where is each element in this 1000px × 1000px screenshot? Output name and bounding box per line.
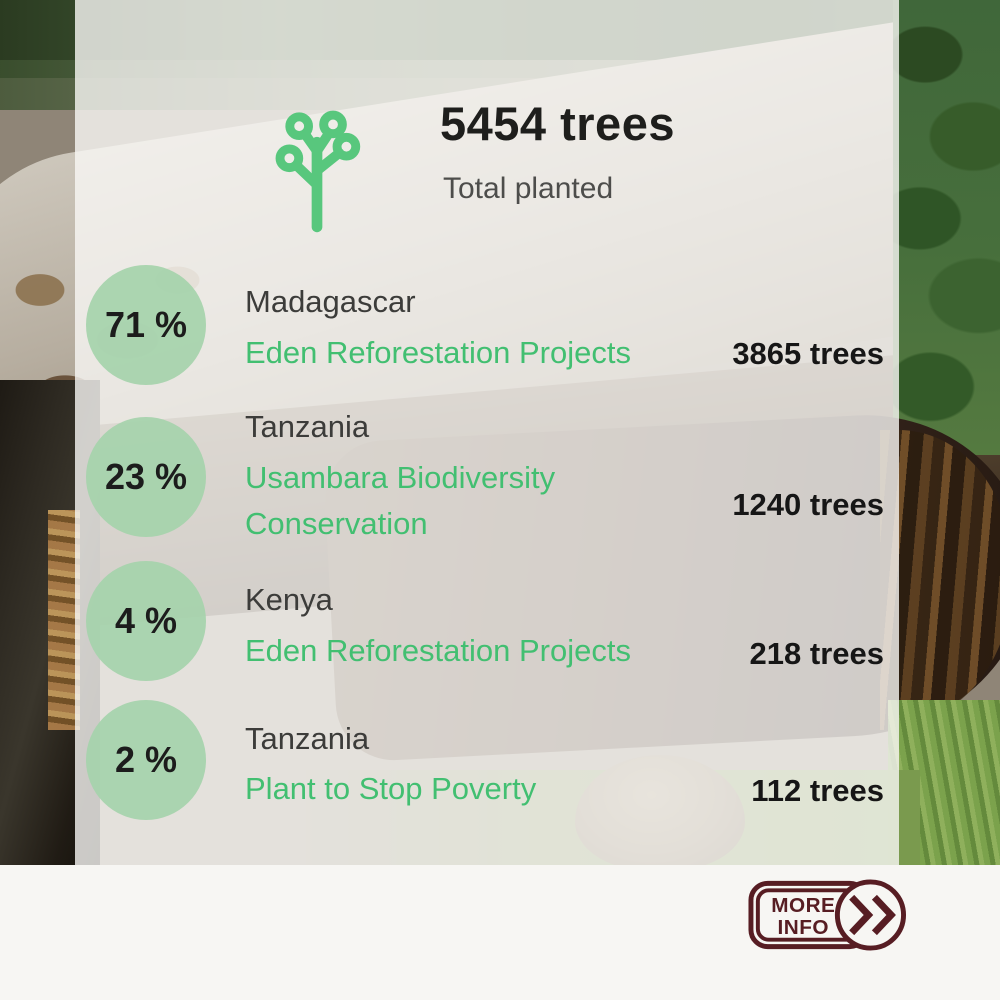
conifer-trees-right	[893, 0, 1000, 455]
project-link[interactable]: Eden Reforestation Projects	[245, 335, 631, 370]
country-label: Kenya	[245, 582, 333, 617]
tree-count: 3865 trees	[732, 336, 884, 371]
tree-count: 218 trees	[749, 636, 884, 671]
percent-badge: 2 %	[86, 700, 206, 820]
bottom-strip	[0, 865, 1000, 1000]
tree-count: 112 trees	[751, 773, 884, 808]
percent-badge: 71 %	[86, 265, 206, 385]
country-label: Tanzania	[245, 721, 370, 756]
wood-splinters	[48, 510, 80, 730]
total-trees-value: 5454 trees	[440, 97, 675, 150]
country-label: Tanzania	[245, 409, 370, 444]
country-label: Madagascar	[245, 284, 416, 319]
total-trees-subtitle: Total planted	[443, 172, 614, 205]
more-info-button[interactable]: MORE INFO	[747, 875, 907, 955]
sapling-icon	[275, 110, 361, 233]
more-info-line1: MORE	[771, 894, 835, 917]
double-chevron-right-icon: MORE INFO	[748, 879, 907, 951]
project-link[interactable]: Eden Reforestation Projects	[245, 633, 631, 668]
project-link[interactable]: Usambara Biodiversity Conservation	[245, 460, 556, 541]
percent-badge: 23 %	[86, 417, 206, 537]
more-info-line2: INFO	[778, 916, 830, 939]
stats-overlay-panel	[75, 0, 899, 865]
tree-count: 1240 trees	[732, 487, 884, 522]
percent-badge: 4 %	[86, 561, 206, 681]
project-link[interactable]: Plant to Stop Poverty	[245, 771, 537, 806]
